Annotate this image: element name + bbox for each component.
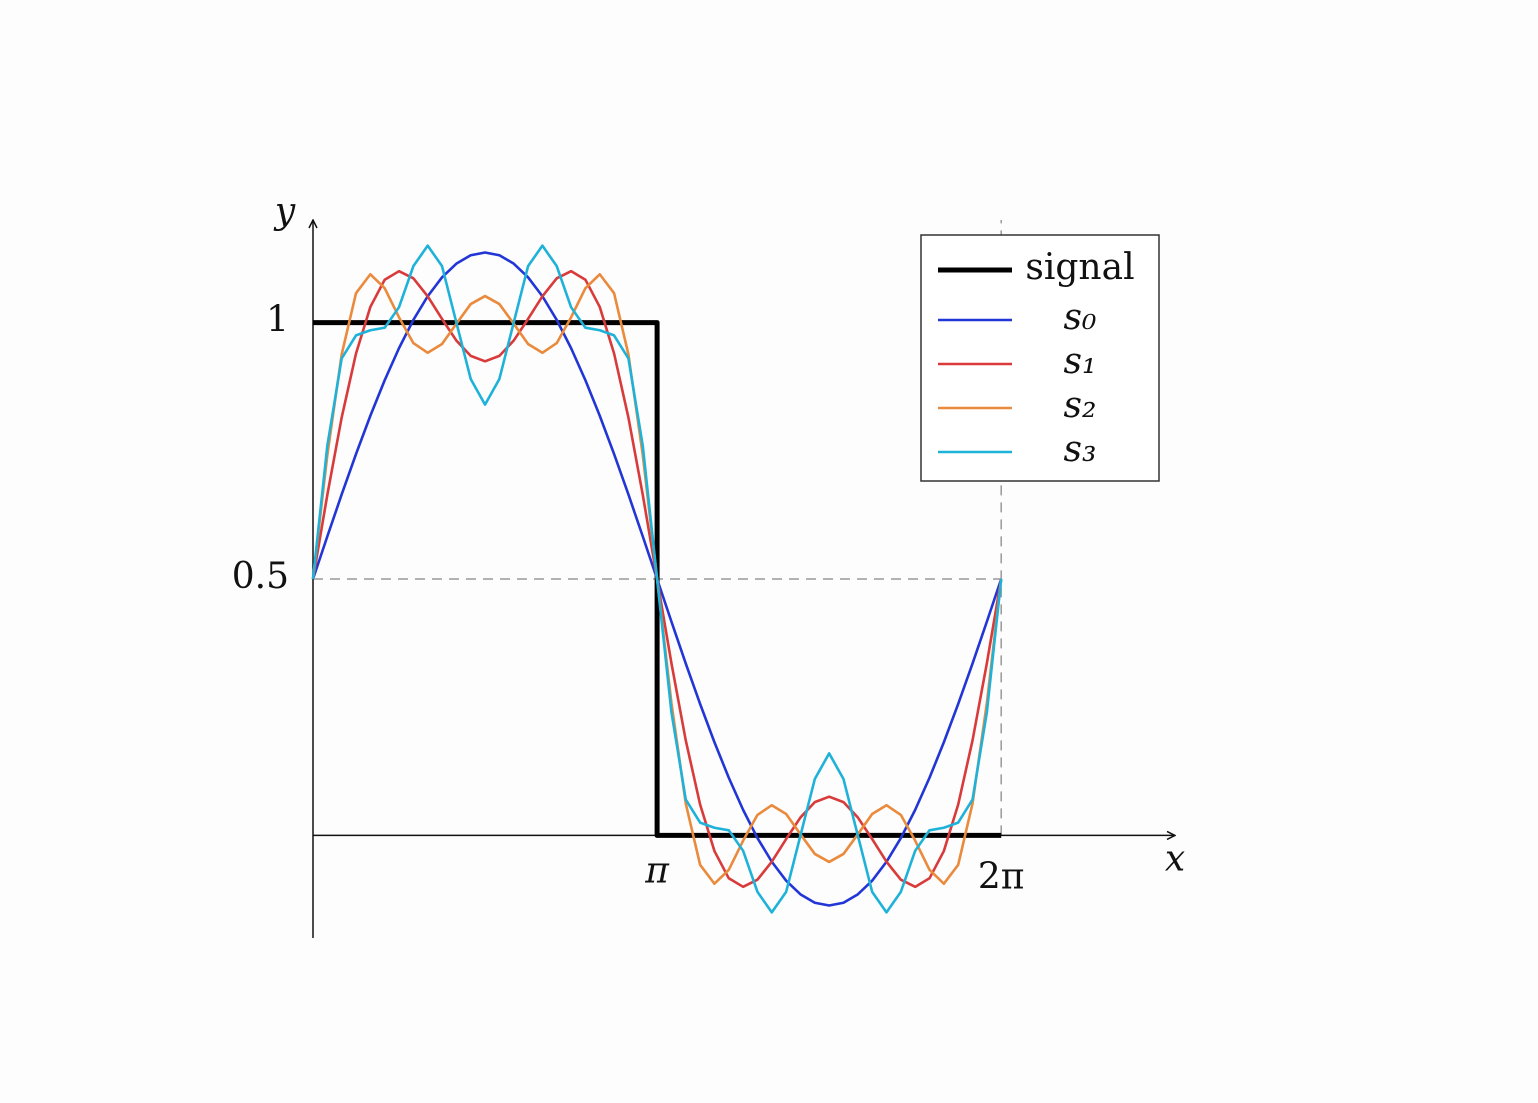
legend-label: s₁	[1064, 341, 1097, 382]
y-tick-label: 1	[266, 300, 289, 341]
legend-box	[920, 234, 1160, 482]
y-tick-label: 0.5	[232, 556, 289, 597]
legend-label: s₃	[1064, 429, 1097, 470]
x-axis-label: x	[1165, 838, 1185, 879]
x-tick-label: 2π	[978, 856, 1025, 897]
y-axis-label: y	[273, 191, 296, 232]
legend-label: s₂	[1064, 385, 1097, 426]
series-line	[311, 244, 1003, 914]
legend-label: s₀	[1064, 297, 1097, 338]
x-tick-label: π	[644, 850, 670, 891]
legend-label: signal	[1025, 247, 1134, 288]
